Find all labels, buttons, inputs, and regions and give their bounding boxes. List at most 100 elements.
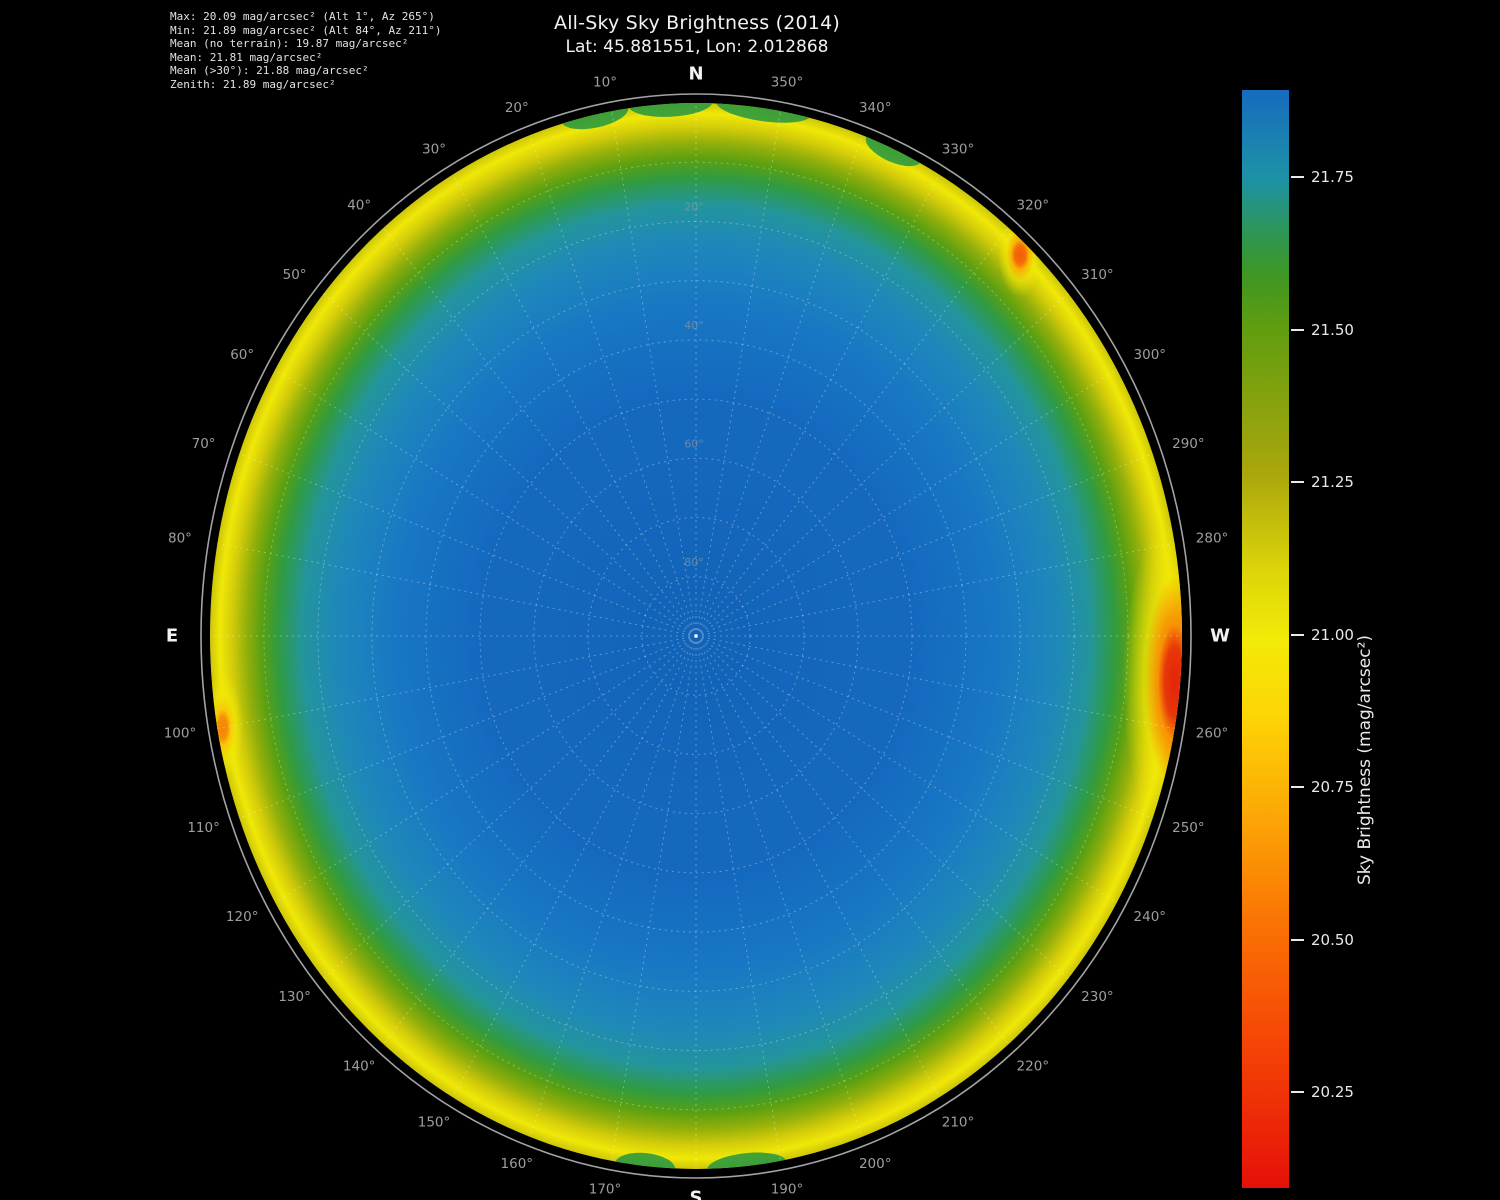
sky-disk [210,103,1182,1169]
azimuth-label: 230° [1081,989,1114,1005]
grid-spoke [529,134,697,637]
colorbar-tick [1291,938,1304,941]
azimuth-label: 290° [1172,436,1205,452]
azimuth-label: 80° [168,530,192,546]
colorbar-tick-label: 20.75 [1311,778,1354,796]
azimuth-label: 40° [347,197,371,213]
cardinal-label: S [690,1188,703,1200]
page-title: All-Sky Sky Brightness (2014) [554,12,840,34]
azimuth-label: 210° [942,1115,975,1131]
azimuth-label: 170° [589,1181,622,1197]
horizon-circle [200,93,1192,1179]
stat-line: Min: 21.89 mag/arcsec² (Alt 84°, Az 211°… [170,23,442,37]
grid-spoke [695,134,863,637]
grid-spoke [695,635,1153,819]
cardinal-label: N [688,64,703,85]
stats-block: Max: 20.09 mag/arcsec² (Alt 1°, Az 265°)… [170,10,442,92]
altitude-label: 80° [684,556,704,569]
grid-spoke [383,635,697,1045]
grid-spoke [695,635,863,1138]
azimuth-label: 330° [942,141,975,157]
grid-spoke [695,293,1069,637]
grid-ring [317,220,1075,1052]
rim-bump [716,103,812,123]
grid-spoke [695,635,1069,979]
grid-ring [263,161,1129,1111]
grid-ring [587,517,805,755]
azimuth-label: 190° [771,1181,804,1197]
page-subtitle: Lat: 45.881551, Lon: 2.012868 [565,37,829,57]
azimuth-label: 10° [593,75,617,91]
azimuth-label: 140° [343,1059,376,1075]
colorbar-tick [1291,1091,1304,1093]
hotspot-core [214,709,231,746]
stat-line: Mean (>30°): 21.88 mag/arcsec² [170,64,369,78]
colorbar-tick-label: 21.50 [1311,320,1354,339]
hotspot-core [1011,239,1030,270]
colorbar-tick-label: 20.25 [1311,1083,1354,1101]
grid-spoke [611,111,697,637]
azimuth-label: 120° [226,909,259,925]
colorbar-tick [1291,176,1304,178]
altitude-label: 60° [684,437,704,450]
cardinal-label: E [166,626,178,647]
azimuth-label: 60° [230,347,254,363]
stat-line: Mean: 21.81 mag/arcsec² [170,50,323,64]
colorbar-tick-label: 21.75 [1311,168,1354,186]
colorbar-axis-label: Sky Brightness (mag/arcsec²) [1355,634,1375,886]
grid-spoke [695,635,781,1161]
stat-line: Zenith: 21.89 mag/arcsec² [170,77,336,91]
azimuth-label: 320° [1017,197,1050,213]
azimuth-label: 50° [283,267,307,283]
grid-spoke [383,227,697,637]
azimuth-label: 100° [164,726,197,742]
colorbar-tick [1291,328,1304,331]
altitude-label: 40° [684,319,704,332]
grid-spoke [611,635,697,1161]
grid-spoke [274,369,697,637]
grid-spoke [323,293,697,637]
grid-spoke [695,453,1153,637]
grid-ring [371,280,1021,992]
grid-ring [641,576,751,696]
altitude-label: 20° [684,200,704,213]
grid-ring [533,457,859,815]
azimuth-label: 20° [505,100,529,116]
grid-spoke [274,635,697,903]
grid-spoke [695,369,1118,637]
colorbar-gradient [1242,90,1289,1188]
azimuth-label: 280° [1196,530,1229,546]
cardinal-label: W [1210,626,1230,647]
stat-line: Max: 20.09 mag/arcsec² (Alt 1°, Az 265°) [170,10,435,23]
azimuth-label: 160° [501,1156,534,1172]
azimuth-label: 240° [1134,909,1167,925]
rim-bump [628,103,713,117]
azimuth-label: 260° [1196,726,1229,742]
azimuth-label: 300° [1134,347,1167,363]
grid-spoke [695,111,781,637]
grid-spoke [323,635,697,979]
grid-spoke [239,635,697,819]
grid-ring [479,398,913,874]
azimuth-label: 200° [859,1156,892,1172]
azimuth-label: 150° [418,1115,451,1131]
azimuth-label: 340° [859,100,892,116]
azimuth-label: 70° [192,436,216,452]
azimuth-label: 110° [187,820,220,836]
azimuth-label: 250° [1172,820,1205,836]
colorbar-tick-label: 21.25 [1311,473,1354,491]
colorbar-tick-label: 21.00 [1311,625,1354,644]
colorbar-tick-label: 20.50 [1311,930,1354,949]
azimuth-label: 220° [1017,1059,1050,1075]
grid-spoke [695,635,1009,1045]
polar-grid [210,103,1182,1169]
hotspot-core [1157,623,1182,740]
azimuth-label: 350° [771,75,804,91]
azimuth-label: 30° [422,141,446,157]
azimuth-label: 310° [1081,267,1114,283]
grid-spoke [695,227,1009,637]
colorbar-tick [1291,786,1304,788]
azimuth-label: 130° [278,989,311,1005]
